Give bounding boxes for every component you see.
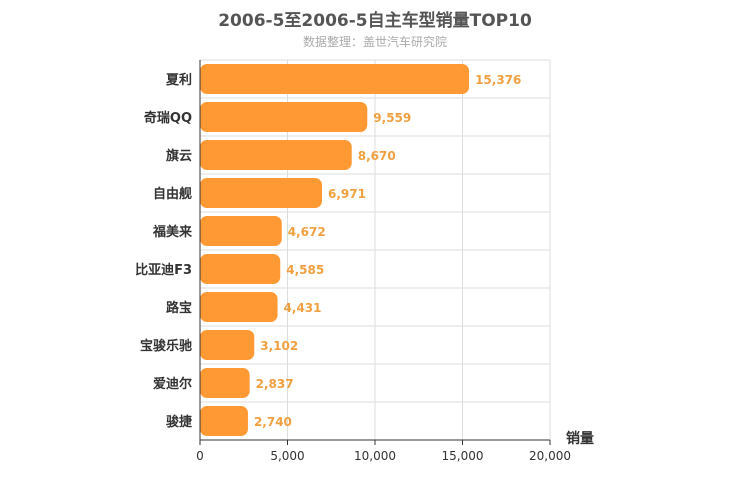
bar xyxy=(200,406,248,436)
chart-title: 2006-5至2006-5自主车型销量TOP10 xyxy=(218,11,532,31)
x-tick-label: 20,000 xyxy=(529,449,571,463)
data-label: 2,740 xyxy=(254,415,292,429)
category-label: 路宝 xyxy=(166,300,192,316)
bar xyxy=(200,292,278,322)
data-label: 6,971 xyxy=(328,187,366,201)
bar xyxy=(200,216,282,246)
x-tick-label: 15,000 xyxy=(442,449,484,463)
data-label: 4,431 xyxy=(284,301,322,315)
category-label: 自由舰 xyxy=(153,186,192,202)
data-label: 4,585 xyxy=(286,263,324,277)
data-label: 15,376 xyxy=(475,73,521,87)
bar xyxy=(200,64,470,94)
data-label: 8,670 xyxy=(358,149,396,163)
bar xyxy=(200,330,255,360)
chart-subtitle: 数据整理：盖世汽车研究院 xyxy=(302,35,447,49)
category-label: 宝骏乐驰 xyxy=(140,338,192,354)
x-tick-label: 10,000 xyxy=(354,449,396,463)
x-tick-label: 5,000 xyxy=(270,449,304,463)
category-label: 旗云 xyxy=(166,148,192,164)
x-axis-title: 销量 xyxy=(566,430,594,447)
category-label: 奇瑞QQ xyxy=(144,110,192,126)
category-label: 骏捷 xyxy=(166,414,193,430)
bar xyxy=(200,254,281,284)
bar xyxy=(200,102,368,132)
data-label: 2,837 xyxy=(256,377,294,391)
data-label: 9,559 xyxy=(373,111,411,125)
category-label: 夏利 xyxy=(165,72,192,88)
data-label: 4,672 xyxy=(288,225,326,239)
bars: 15,376 9,559 8,670 6,971 4,672 4,585 4,431 3,10… xyxy=(200,64,521,436)
bar xyxy=(200,178,322,208)
bar xyxy=(200,368,250,398)
category-label: 福美来 xyxy=(152,224,193,240)
x-tick-label: 0 xyxy=(196,449,204,463)
category-label: 爱迪尔 xyxy=(153,376,192,392)
data-label: 3,102 xyxy=(260,339,298,353)
bar xyxy=(200,140,352,170)
category-label: 比亚迪F3 xyxy=(135,262,192,278)
